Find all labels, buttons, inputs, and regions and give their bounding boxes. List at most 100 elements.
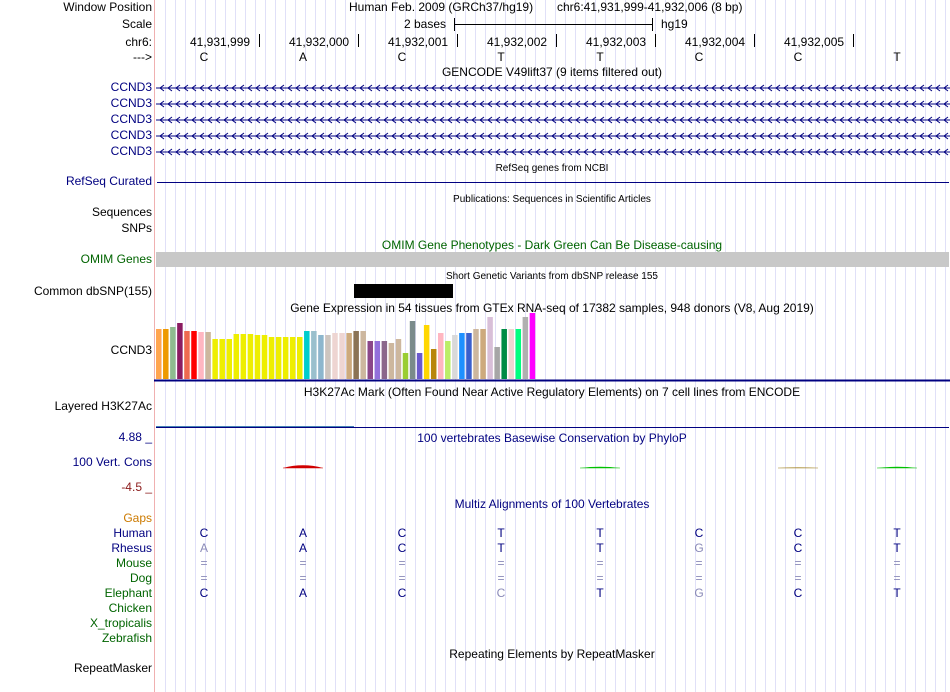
multiz-track-title[interactable]: Multiz Alignments of 100 Vertebrates [454,497,650,511]
gencode-gene-label[interactable]: CCND3 [110,80,152,94]
strand-arrow [543,148,549,156]
species-label[interactable]: Zebrafish [101,631,152,645]
gtex-tissue-bar [409,321,416,379]
gtex-track-title[interactable]: Gene Expression in 54 tissues from GTEx … [290,301,814,315]
db-text: hg19 [661,17,688,31]
publications-track-title[interactable]: Publications: Sequences in Scientific Ar… [453,194,651,205]
strand-arrow [639,132,645,140]
omim-feature-bar[interactable] [156,252,949,267]
species-label[interactable]: Elephant [104,586,152,600]
refseq-line[interactable] [157,182,949,183]
strand-arrow [655,148,661,156]
gencode-track-title[interactable]: GENCODE V49lift37 (9 items filtered out) [441,65,663,79]
strand-arrow [191,132,197,140]
strand-arrow [655,100,661,108]
gtex-label[interactable]: CCND3 [110,343,152,357]
dbsnp-track-title[interactable]: Short Genetic Variants from dbSNP releas… [446,271,658,282]
gencode-transcript[interactable] [156,114,950,126]
species-label[interactable]: Mouse [115,556,152,570]
species-label[interactable]: Rhesus [111,541,152,555]
strand-arrow [423,100,429,108]
aligned-base: T [596,586,604,600]
refseq-track-title[interactable]: RefSeq genes from NCBI [495,163,609,174]
gtex-tissue-bar [254,335,261,379]
strand-arrow [911,84,917,92]
strand-arrow [799,84,805,92]
gtex-tissue-bar [487,317,493,379]
gencode-transcript[interactable] [156,98,950,110]
cons-plot[interactable] [154,446,950,486]
repeatmasker-track-title[interactable]: Repeating Elements by RepeatMasker [449,647,655,661]
strand-arrow [759,148,765,156]
gencode-gene-label[interactable]: CCND3 [110,112,152,126]
strand-arrow [543,116,549,124]
strand-arrow [343,84,349,92]
gtex-tissue-bar [388,343,395,379]
gtex-tissue-bar [353,331,359,379]
position-text[interactable]: chr6:41,931,999-41,932,006 (8 bp) [557,0,743,14]
gtex-tissue-bar [240,334,247,379]
strand-arrow [415,84,421,92]
strand-arrow [927,116,933,124]
strand-arrow [327,100,333,108]
h3k27ac-label[interactable]: Layered H3K27Ac [54,399,152,413]
strand-arrow [559,148,565,156]
species-label[interactable]: X_tropicalis [89,616,152,630]
strand-arrow [823,116,829,124]
aligned-base: C [397,526,407,540]
species-label[interactable]: Chicken [108,601,152,615]
h3k27ac-track-title[interactable]: H3K27Ac Mark (Often Found Near Active Re… [303,385,801,399]
strand-arrow [559,100,565,108]
strand-arrow [431,132,437,140]
strand-arrow [895,148,901,156]
dbsnp-label[interactable]: Common dbSNP(155) [33,284,152,298]
aligned-base: = [596,571,604,585]
strand-arrow [807,148,813,156]
strand-arrow [207,132,213,140]
strand-arrow [511,100,517,108]
strand-arrow [199,100,205,108]
gencode-gene-label[interactable]: CCND3 [110,128,152,142]
strand-arrow [383,100,389,108]
strand-arrow [263,84,269,92]
strand-arrow [167,84,173,92]
repeatmasker-label[interactable]: RepeatMasker [73,661,152,675]
omim-track-title[interactable]: OMIM Gene Phenotypes - Dark Green Can Be… [381,238,723,252]
publications-snps-label[interactable]: SNPs [121,221,152,235]
coord-tick-label: 41,932,002 [487,35,548,49]
strand-arrow [319,84,325,92]
species-label[interactable]: Dog [129,571,152,585]
gencode-transcript[interactable] [156,130,950,142]
refseq-label[interactable]: RefSeq Curated [65,174,152,188]
strand-arrow [447,100,453,108]
strand-arrow [215,100,221,108]
strand-arrow [551,116,557,124]
strand-arrow [175,116,181,124]
strand-arrow [319,100,325,108]
strand-arrow [287,148,293,156]
strand-arrow [487,100,493,108]
strand-arrow [223,100,229,108]
strand-arrow [743,148,749,156]
strand-arrow [623,132,629,140]
aligned-base: A [199,541,208,555]
dbsnp-variant[interactable] [354,284,453,298]
strand-arrow [751,148,757,156]
strand-arrow [583,116,589,124]
gtex-bar-chart[interactable] [154,312,950,384]
strand-arrow [359,132,365,140]
omim-label[interactable]: OMIM Genes [80,252,152,266]
cons-track-title[interactable]: 100 vertebrates Basewise Conservation by… [417,431,687,445]
cons-label[interactable]: 100 Vert. Cons [72,455,152,469]
gencode-transcript[interactable] [156,82,950,94]
strand-arrow [383,116,389,124]
strand-arrow [375,148,381,156]
strand-arrow [527,148,533,156]
gencode-gene-label[interactable]: CCND3 [110,144,152,158]
strand-arrow [423,84,429,92]
species-label[interactable]: Human [113,526,152,540]
gencode-gene-label[interactable]: CCND3 [110,96,152,110]
gencode-transcript[interactable] [156,146,950,158]
publications-sequences-label[interactable]: Sequences [91,205,152,219]
strand-arrow [919,148,925,156]
